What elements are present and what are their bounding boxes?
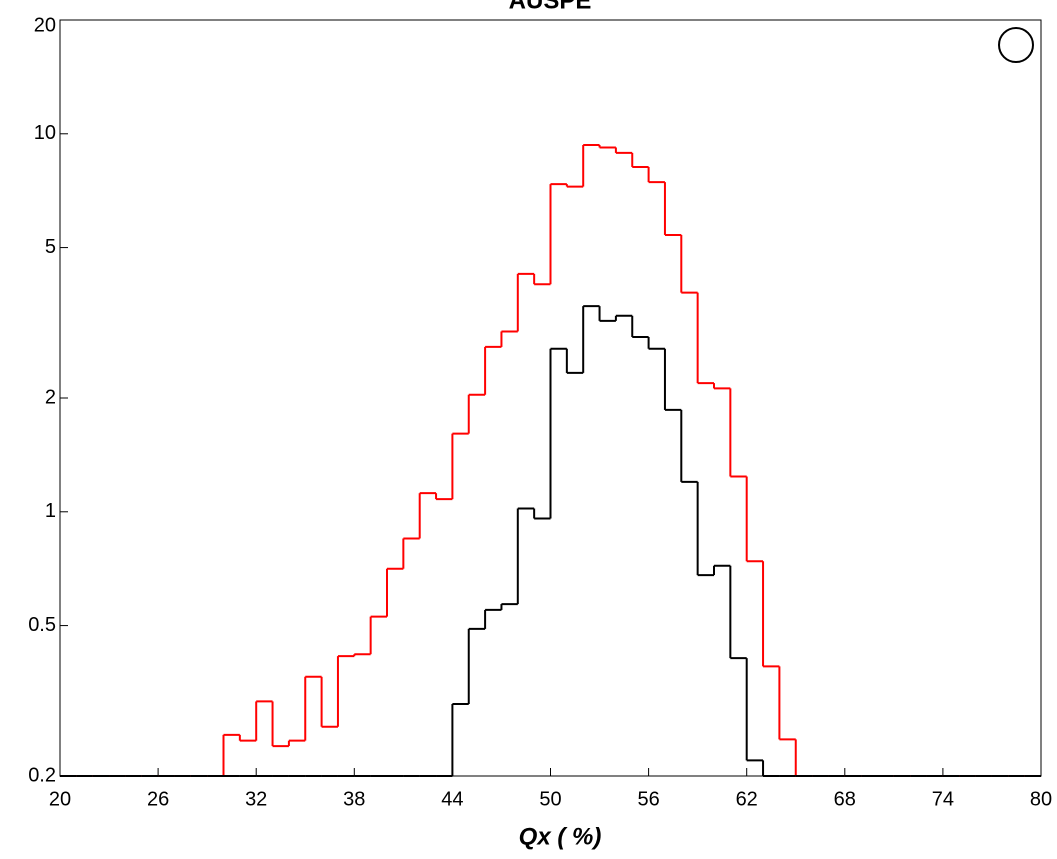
y-tick-label: 10 xyxy=(34,122,56,144)
x-axis-label: Qx ( %) xyxy=(519,823,602,850)
logo xyxy=(998,27,1034,63)
x-tick-label: 62 xyxy=(736,788,758,810)
y-tick-label: 0.5 xyxy=(28,614,56,636)
x-tick-label: 68 xyxy=(834,788,856,810)
y-tick-label: 5 xyxy=(45,236,56,258)
x-tick-label: 26 xyxy=(147,788,169,810)
x-tick-label: 50 xyxy=(539,788,561,810)
x-tick-label: 20 xyxy=(49,788,71,810)
x-tick-label: 32 xyxy=(245,788,267,810)
x-tick-label: 56 xyxy=(637,788,659,810)
x-tick-label: 44 xyxy=(441,788,463,810)
x-tick-label: 38 xyxy=(343,788,365,810)
y-tick-label: 0.2 xyxy=(28,764,56,786)
y-tick-label: 1 xyxy=(45,500,56,522)
x-tick-label: 80 xyxy=(1030,788,1052,810)
chart-title: AUSPE xyxy=(509,0,592,14)
y-tick-label: 2 xyxy=(45,386,56,408)
y-tick-label: 20 xyxy=(34,14,56,36)
x-tick-label: 74 xyxy=(932,788,954,810)
